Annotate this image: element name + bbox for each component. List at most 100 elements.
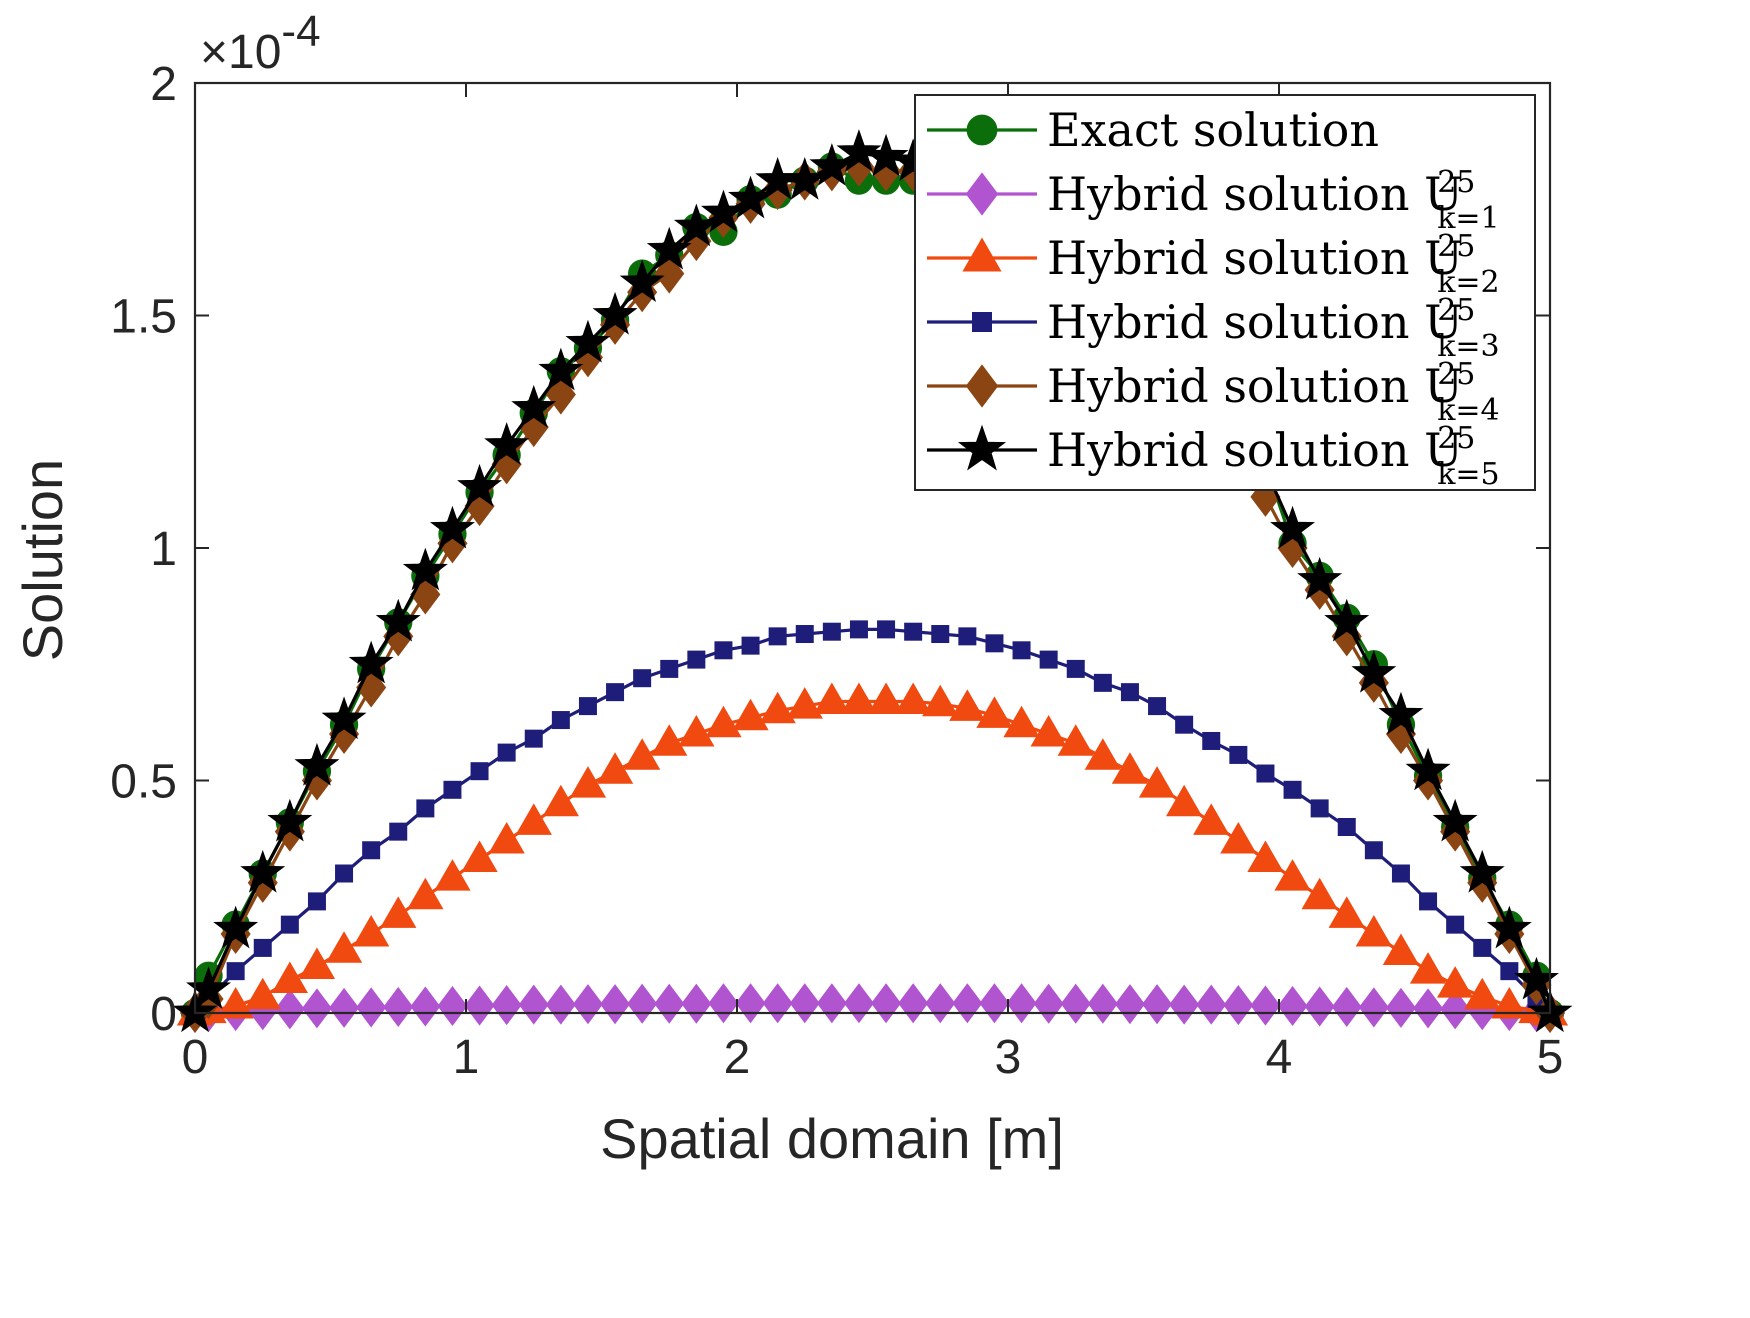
data-point xyxy=(1491,987,1528,1019)
data-point xyxy=(654,253,685,294)
data-point xyxy=(809,143,855,186)
data-point xyxy=(1358,987,1389,1028)
data-point xyxy=(1012,641,1031,660)
data-point xyxy=(298,947,336,979)
data-point xyxy=(443,780,462,799)
x-tick-label: 0 xyxy=(182,1031,209,1084)
legend-superscript: 25 xyxy=(1437,229,1475,264)
y-tick-label: 0.5 xyxy=(110,756,177,809)
data-point xyxy=(1006,983,1037,1024)
legend-label: Hybrid solution U xyxy=(1047,167,1463,221)
data-point xyxy=(976,696,1013,728)
x-tick-label: 5 xyxy=(1537,1031,1564,1084)
data-point xyxy=(1324,598,1370,642)
legend-subscript: k=2 xyxy=(1437,265,1499,300)
legend-marker xyxy=(957,424,1007,471)
data-point xyxy=(470,762,489,781)
data-point xyxy=(321,696,367,740)
data-point xyxy=(538,347,584,391)
legend-superscript: 25 xyxy=(1437,293,1475,328)
data-point xyxy=(348,640,394,684)
legend-label: Hybrid solution U xyxy=(1047,359,1463,413)
data-point xyxy=(1337,818,1356,836)
data-point xyxy=(1084,738,1121,770)
data-point xyxy=(813,682,850,714)
data-point xyxy=(836,129,882,172)
legend-marker xyxy=(972,312,992,332)
data-point xyxy=(700,189,746,233)
data-point xyxy=(1223,985,1254,1026)
data-point xyxy=(1409,952,1447,984)
y-tick-label: 2 xyxy=(150,58,177,111)
legend-label: Hybrid solution U xyxy=(1047,423,1463,477)
data-point xyxy=(434,859,471,891)
data-point xyxy=(375,598,421,642)
data-point xyxy=(1033,983,1064,1024)
data-point xyxy=(1274,859,1311,891)
data-point xyxy=(389,822,408,841)
x-tick-label: 2 xyxy=(724,1031,751,1084)
data-point xyxy=(705,705,742,738)
data-point xyxy=(1310,799,1329,818)
data-point xyxy=(1250,985,1281,1026)
data-point xyxy=(1247,840,1284,873)
legend-marker xyxy=(965,172,999,216)
data-point xyxy=(759,691,796,724)
data-point xyxy=(186,966,232,1009)
legend-label: Hybrid solution U xyxy=(1047,231,1463,285)
data-point xyxy=(1229,745,1248,764)
data-point xyxy=(840,682,878,714)
data-point xyxy=(849,620,868,639)
data-point xyxy=(1087,983,1118,1024)
data-point xyxy=(1202,731,1221,750)
data-point xyxy=(565,319,611,363)
data-point xyxy=(1196,984,1227,1025)
data-point xyxy=(1500,962,1519,981)
legend-superscript: 25 xyxy=(1437,421,1475,456)
series-line xyxy=(193,627,1552,1015)
data-point xyxy=(380,896,417,928)
data-point xyxy=(1066,659,1085,678)
data-point xyxy=(1039,650,1058,669)
data-point xyxy=(271,961,308,993)
data-point xyxy=(1378,691,1424,735)
data-point xyxy=(1328,896,1365,928)
data-point xyxy=(484,422,530,465)
data-point xyxy=(1283,780,1302,799)
data-point xyxy=(244,977,281,1010)
data-point xyxy=(1351,649,1397,693)
data-point xyxy=(1419,892,1438,911)
data-point xyxy=(1405,747,1451,791)
data-point xyxy=(732,698,769,731)
y-axis-label: Solution xyxy=(11,459,74,661)
data-point xyxy=(741,636,760,655)
data-point xyxy=(624,738,661,770)
data-point xyxy=(592,291,638,335)
data-point xyxy=(1473,938,1492,957)
data-point xyxy=(687,650,706,669)
data-point xyxy=(654,983,685,1024)
data-point xyxy=(651,724,688,756)
data-point xyxy=(1120,683,1139,702)
data-point xyxy=(1464,977,1501,1010)
data-point xyxy=(1169,984,1200,1025)
data-point xyxy=(1459,849,1505,893)
legend-label: Hybrid solution U xyxy=(1047,295,1463,349)
data-point xyxy=(863,133,909,177)
data-point xyxy=(822,622,841,641)
data-point xyxy=(267,798,313,842)
x-axis-ticks: 0 1 2 3 4 5 xyxy=(182,83,1564,1084)
legend-marker xyxy=(966,114,998,146)
data-point xyxy=(782,157,828,200)
data-point xyxy=(678,714,715,747)
data-point xyxy=(904,622,923,641)
data-point xyxy=(362,841,381,860)
data-point xyxy=(1142,984,1173,1025)
y-axis-ticks: 0 0.5 1 1.5 2 xyxy=(110,58,1550,1041)
data-point xyxy=(410,986,441,1027)
legend-box xyxy=(914,94,1536,491)
x-tick-label: 3 xyxy=(995,1031,1022,1084)
